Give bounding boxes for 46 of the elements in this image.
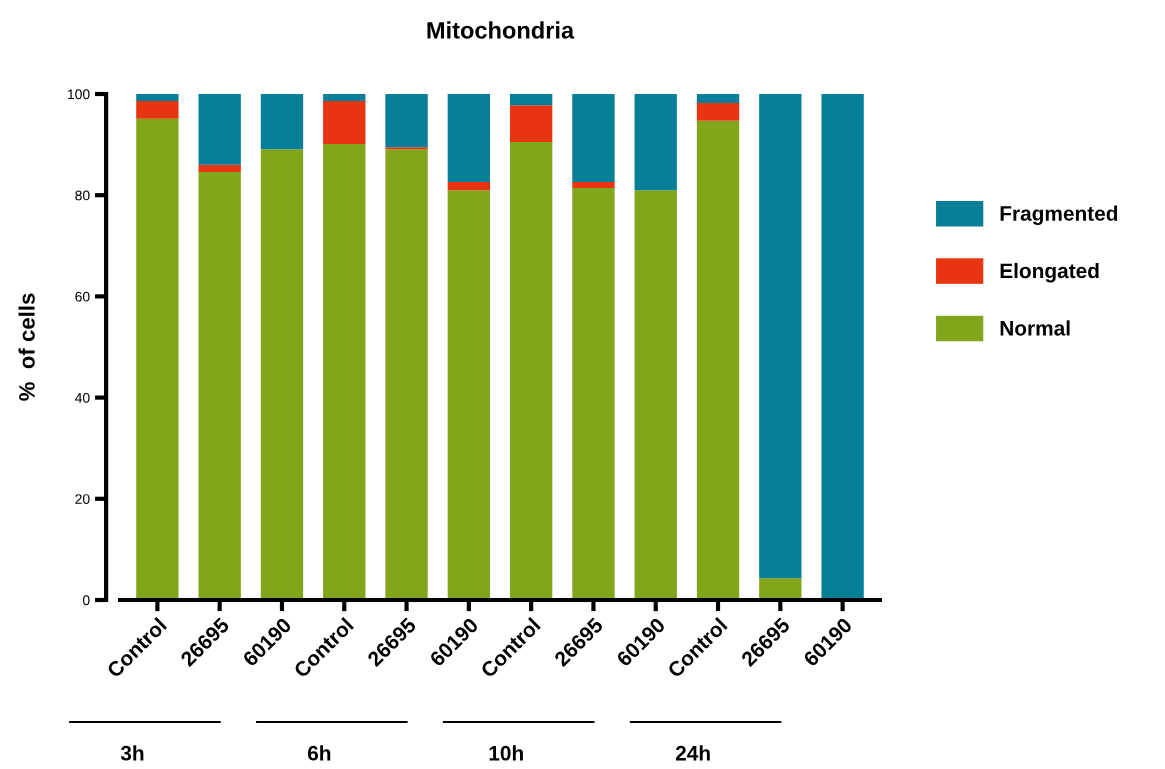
bar: [447, 182, 491, 191]
bar: [634, 94, 677, 191]
bar: [509, 105, 553, 143]
y-tick-label: 0: [82, 595, 90, 606]
y-tick-label: 40: [75, 392, 90, 403]
legend-label: Elongated: [1000, 262, 1099, 283]
y-tick-label: 100: [68, 89, 90, 100]
bar: [260, 94, 304, 150]
bar: [323, 94, 366, 102]
y-tick-label: 80: [75, 190, 90, 201]
bar: [136, 94, 179, 102]
text: 24h: [675, 745, 710, 761]
bar: [759, 94, 802, 579]
bar: [509, 142, 553, 600]
bar: [323, 144, 366, 600]
bar: [696, 120, 740, 600]
bar: [696, 94, 740, 104]
chart-title: Mitochondria: [427, 21, 575, 39]
bar: [385, 94, 428, 148]
bar: [572, 182, 615, 189]
bar: [447, 94, 491, 183]
bar: [759, 578, 802, 600]
bar: [634, 190, 677, 600]
bar: [385, 147, 428, 150]
text: 10h: [489, 745, 523, 761]
bar: [572, 188, 615, 600]
bar: [136, 101, 179, 119]
y-tick-label: 60: [75, 291, 90, 302]
bar: [572, 94, 615, 183]
legend-label: Fragmented: [1000, 205, 1118, 226]
bar: [136, 118, 179, 600]
bar: [198, 171, 241, 600]
text: 3h: [120, 745, 144, 761]
legend-label: Normal: [1000, 320, 1070, 336]
bar: [323, 101, 366, 145]
bar: [696, 103, 740, 121]
bar: [509, 94, 553, 106]
bar: [198, 94, 241, 165]
bar: [821, 94, 864, 600]
y-tick-label: 20: [75, 494, 90, 504]
bar: [198, 164, 241, 172]
text: 6h: [307, 745, 331, 761]
y-axis-title: % of cells: [18, 293, 35, 401]
bar: [385, 149, 428, 600]
bar: [447, 190, 491, 600]
bar: [260, 149, 304, 600]
